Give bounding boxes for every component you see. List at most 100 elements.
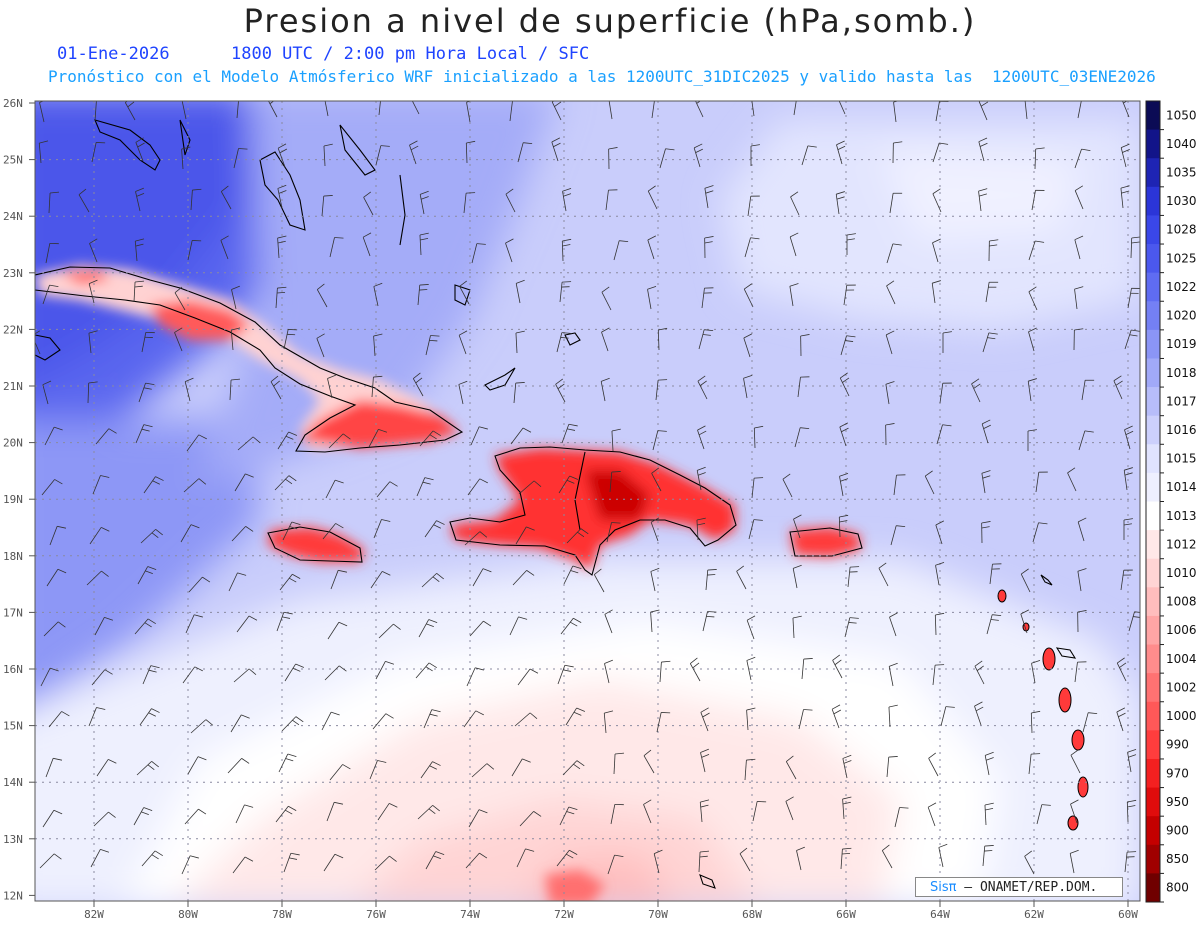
wind-barb-flag: [283, 611, 293, 615]
wind-barb-staff: [886, 285, 896, 305]
wind-barb-flag: [700, 850, 710, 853]
wind-barb-flag: [832, 654, 841, 661]
wind-barb-flag: [782, 473, 791, 480]
wind-barb-staff: [843, 285, 848, 306]
wind-barb-staff: [377, 803, 390, 821]
wind-barb-flag: [198, 478, 207, 485]
wind-barb-flag: [205, 719, 214, 726]
wind-barb-staff: [230, 330, 234, 351]
wind-barb-flag: [1122, 148, 1130, 153]
wind-barb-flag: [422, 481, 431, 485]
wind-barb-staff: [700, 752, 706, 773]
wind-barb-flag: [433, 855, 441, 859]
wind-barb-flag: [896, 525, 906, 528]
wind-barb-flag: [563, 193, 572, 197]
wind-barb-flag: [928, 752, 937, 759]
wind-barb-flag: [419, 289, 428, 291]
wind-barb-flag: [979, 142, 988, 147]
wind-barb-flag: [697, 425, 706, 431]
wind-barb-flag: [648, 185, 656, 192]
wind-barb-staff: [465, 142, 468, 164]
wind-barb-flag: [885, 330, 895, 336]
wind-barb-staff: [1127, 752, 1132, 773]
wind-barb-flag: [978, 137, 988, 143]
wind-barb-flag: [287, 753, 297, 758]
wind-barb-staff: [746, 710, 749, 731]
wind-barb-staff: [283, 329, 289, 350]
wind-barb-staff: [981, 473, 986, 494]
wind-barb-flag: [601, 327, 610, 333]
wind-barb-flag: [154, 850, 163, 857]
wind-barb-flag: [893, 101, 900, 103]
wind-barb-flag: [932, 238, 941, 244]
wind-barb-flag: [373, 375, 383, 378]
wind-barb-flag: [562, 244, 571, 247]
colorbar-label: 1014: [1166, 480, 1197, 494]
wind-barb-staff: [689, 663, 701, 682]
wind-barb-staff: [1077, 521, 1085, 542]
wind-barb-staff: [838, 516, 841, 538]
colorbar-swatch: [1146, 158, 1160, 188]
wind-barb-flag: [647, 235, 657, 241]
wind-barb-flag: [323, 195, 333, 197]
wind-barb-flag: [654, 849, 663, 854]
wind-barb-flag: [980, 101, 989, 107]
wind-barb-flag: [647, 285, 657, 290]
wind-barb-flag: [849, 617, 859, 619]
wind-barb-staff: [181, 101, 187, 120]
wind-barb-staff: [372, 713, 387, 730]
wind-barb-staff: [1020, 613, 1028, 634]
wind-barb-flag: [377, 760, 387, 763]
wind-barb-staff: [185, 614, 195, 634]
wind-barb-flag: [927, 802, 937, 808]
wind-barb-staff: [558, 475, 570, 494]
wind-barb-flag: [290, 852, 300, 856]
wind-barb-flag: [525, 848, 535, 852]
wind-barb-flag: [707, 569, 717, 571]
wind-barb-staff: [1074, 662, 1078, 683]
wind-barb-staff: [1031, 663, 1036, 684]
wind-barb-staff: [46, 569, 59, 587]
wind-barb-staff: [415, 662, 430, 679]
colorbar-swatch: [1146, 587, 1160, 617]
wind-barb-flag: [241, 714, 250, 719]
wind-barb-staff: [466, 667, 476, 687]
colorbar-swatch: [1146, 244, 1160, 274]
wind-barb-staff: [936, 424, 943, 445]
wind-barb-staff: [940, 706, 947, 727]
wind-barb-staff: [797, 377, 801, 398]
wind-barb-flag: [424, 477, 434, 481]
wind-barb-flag: [793, 514, 802, 520]
wind-barb-flag: [744, 283, 752, 290]
colorbar-label: 1004: [1166, 652, 1197, 666]
wind-barb-flag: [1117, 657, 1125, 664]
wind-barb-staff: [743, 288, 754, 308]
wind-barb-staff: [1028, 240, 1036, 261]
wind-barb-staff: [329, 237, 335, 258]
wind-barb-flag: [1021, 568, 1029, 575]
wind-barb-staff: [275, 805, 289, 823]
wind-barb-staff: [746, 620, 755, 640]
wind-barb-staff: [376, 481, 391, 498]
wind-barb-staff: [188, 576, 203, 593]
wind-barb-staff: [801, 145, 809, 166]
wind-barb-flag: [554, 101, 562, 107]
wind-barb-flag: [523, 142, 533, 145]
wind-barb-staff: [1070, 754, 1081, 774]
colorbar-swatch: [1146, 272, 1160, 302]
wind-barb-flag: [697, 466, 706, 471]
wind-barb-flag: [338, 569, 348, 573]
wind-barb-flag: [432, 761, 441, 766]
wind-barb-flag: [836, 196, 845, 200]
colorbar-label: 900: [1166, 823, 1189, 837]
wind-barb-staff: [41, 479, 55, 496]
wind-barb-staff: [1074, 148, 1082, 169]
wind-barb-flag: [992, 614, 1002, 617]
wind-barb-flag: [974, 660, 983, 667]
wind-barb-flag: [800, 334, 810, 337]
wind-barb-staff: [369, 760, 378, 780]
wind-barb-staff: [1124, 329, 1132, 350]
wind-barb-flag: [96, 707, 106, 710]
wind-barb-flag: [1127, 799, 1137, 803]
wind-barb-staff: [220, 240, 229, 260]
